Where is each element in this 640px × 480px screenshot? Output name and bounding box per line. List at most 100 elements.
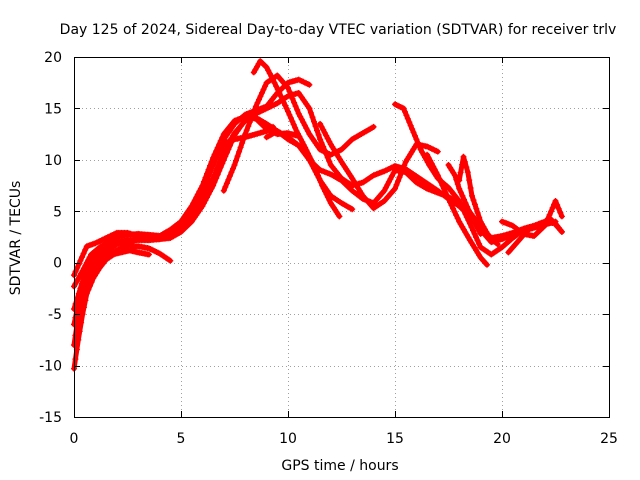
data-point (459, 192, 466, 199)
data-point (456, 185, 463, 192)
y-tick-label: 10 (44, 153, 62, 169)
x-tick-label: 20 (493, 431, 511, 447)
data-point (558, 213, 565, 220)
data-point (282, 102, 289, 109)
data-point (548, 208, 555, 215)
data-point (237, 144, 244, 151)
data-point (410, 129, 417, 136)
data-point (259, 89, 265, 96)
x-tick-label: 15 (386, 431, 404, 447)
data-point (473, 205, 480, 212)
y-tick-label: -10 (39, 359, 62, 375)
data-point (407, 122, 414, 129)
data-point (254, 100, 261, 106)
data-point (326, 158, 333, 165)
data-point (306, 81, 313, 88)
data-point (270, 76, 276, 83)
data-point (402, 108, 408, 115)
data-point (263, 64, 270, 71)
data-point (220, 156, 227, 163)
data-point (309, 114, 316, 121)
data-point (400, 105, 407, 112)
data-point (474, 210, 481, 216)
data-point (477, 230, 484, 237)
data-point (465, 217, 472, 224)
data-point (453, 212, 460, 219)
data-series-track-15 (445, 162, 484, 237)
data-point (211, 178, 218, 185)
data-point (442, 189, 449, 196)
data-point (434, 148, 441, 155)
data-point (72, 332, 79, 339)
data-point (80, 250, 87, 257)
chart-title: Day 125 of 2024, Sidereal Day-to-day VTE… (60, 22, 617, 38)
data-point (271, 80, 278, 86)
data-point (314, 127, 320, 134)
data-point (213, 175, 220, 182)
data-point (466, 220, 473, 227)
data-point (439, 182, 446, 189)
data-point (252, 103, 259, 110)
data-series-track-11 (263, 128, 356, 213)
data-point (469, 192, 475, 199)
data-point (225, 176, 232, 183)
data-point (274, 86, 281, 93)
x-tick-label: 10 (279, 431, 297, 447)
data-point (84, 280, 91, 287)
x-tick-label: 0 (70, 431, 79, 447)
data-point (445, 195, 452, 202)
x-axis-label: GPS time / hours (281, 458, 398, 474)
data-point (76, 306, 83, 313)
data-point (412, 132, 418, 139)
data-point (404, 115, 411, 122)
data-point (290, 121, 297, 128)
data-point (199, 192, 206, 199)
data-point (288, 92, 295, 99)
data-point (216, 167, 223, 174)
data-point (167, 257, 174, 264)
axis-ticks (74, 57, 610, 418)
data-point (202, 182, 209, 189)
y-tick-label: 5 (53, 204, 62, 220)
data-point (270, 123, 276, 130)
data-point (437, 179, 444, 185)
data-point (336, 213, 343, 220)
data-point (399, 166, 406, 173)
plot-frame (74, 57, 610, 418)
data-point (287, 115, 294, 121)
data-point (286, 111, 293, 118)
data-series-track-9 (220, 72, 377, 194)
data-layer (71, 58, 565, 372)
data-point (246, 119, 253, 126)
data-point (456, 177, 463, 184)
data-point (307, 109, 314, 116)
data-point (318, 140, 325, 146)
y-tick-label: 15 (44, 101, 62, 117)
y-tick-label: 20 (44, 50, 62, 66)
data-series-track-3 (71, 90, 559, 312)
data-point (239, 140, 246, 146)
data-point (558, 228, 565, 235)
data-point (289, 95, 296, 102)
y-tick-label: -15 (39, 410, 62, 426)
data-point (209, 162, 215, 168)
data-series-track-18 (505, 216, 565, 256)
data-point (248, 115, 255, 122)
data-point (268, 73, 275, 80)
data-point (74, 264, 81, 271)
data-point (392, 185, 398, 192)
data-point (260, 86, 267, 93)
data-point (464, 169, 471, 176)
data-point (225, 146, 232, 153)
data-point (220, 187, 227, 194)
data-point (77, 257, 84, 264)
data-point (465, 207, 472, 214)
data-point (75, 261, 82, 268)
data-point (256, 96, 262, 103)
data-series-track-17 (499, 198, 565, 239)
series-trace (71, 90, 558, 312)
data-point (557, 209, 564, 216)
y-tick-label: -5 (48, 307, 62, 323)
data-point (476, 214, 483, 221)
